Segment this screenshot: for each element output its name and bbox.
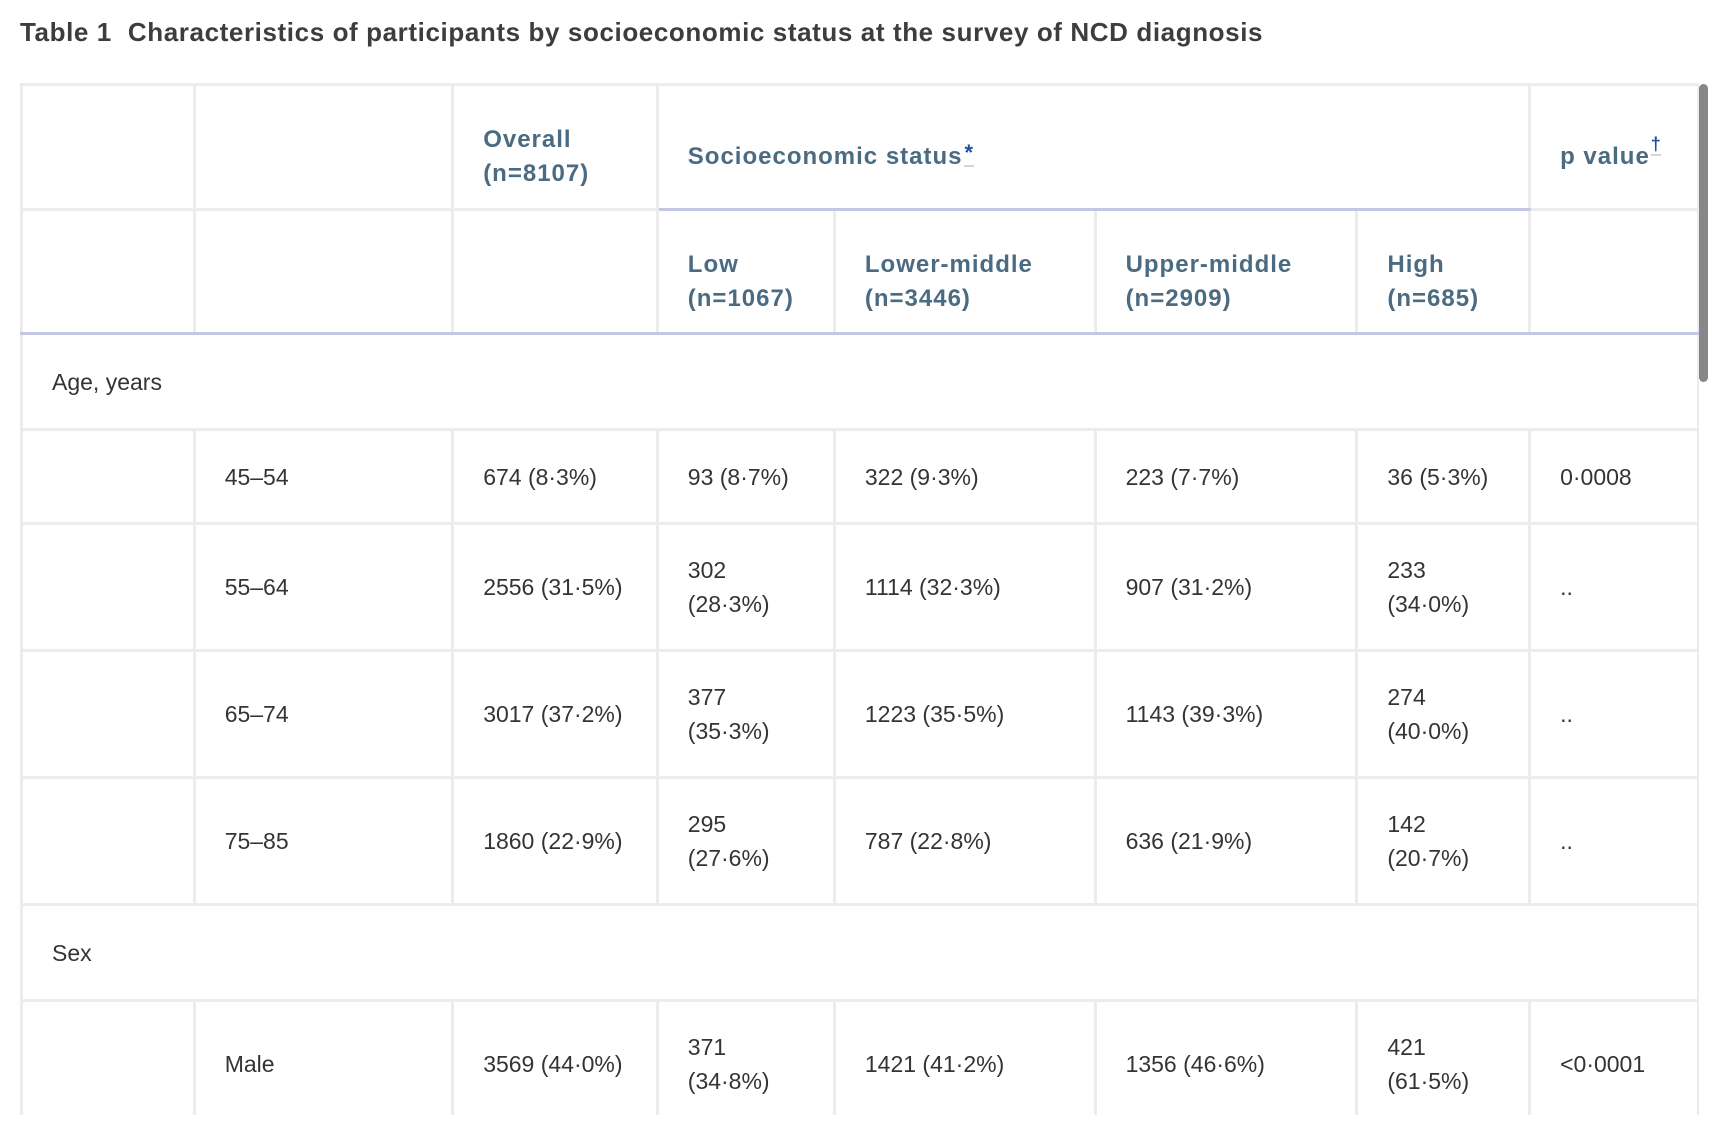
header-empty-cell — [192, 208, 455, 335]
row-label: 45–54 — [192, 428, 455, 525]
header-group-low: Low (n=1067) — [655, 208, 836, 335]
indent-cell — [20, 522, 196, 652]
header-ses-label: Socioeconomic status — [687, 143, 963, 170]
header-ses: Socioeconomic status* — [655, 83, 1532, 211]
high-value: 233 (34·0%) — [1355, 522, 1532, 652]
header-overall-label: Overall — [483, 126, 572, 153]
upper-middle-value: 907 (31·2%) — [1093, 522, 1359, 652]
group-n: (n=2909) — [1125, 284, 1232, 312]
indent-cell — [20, 999, 196, 1115]
header-group-high: High (n=685) — [1355, 208, 1532, 335]
p-value: .. — [1528, 776, 1699, 906]
row-label: 55–64 — [192, 522, 455, 652]
header-group-lower-middle: Lower-middle (n=3446) — [832, 208, 1097, 335]
high-value: 36 (5·3%) — [1355, 428, 1532, 525]
table-scroll-container[interactable]: Overall (n=8107) Socioeconomic status* p… — [20, 83, 1699, 1115]
table-row: Male 3569 (44·0%) 371 (34·8%) 1421 (41·2… — [20, 999, 1699, 1115]
group-n: (n=685) — [1387, 284, 1480, 312]
lower-middle-value: 1421 (41·2%) — [832, 999, 1097, 1115]
section-label: Age, years — [20, 332, 1699, 431]
header-empty-cell — [1528, 208, 1699, 335]
overall-value: 674 (8·3%) — [451, 428, 659, 525]
indent-cell — [20, 649, 196, 779]
overall-value: 1860 (22·9%) — [451, 776, 659, 906]
section-row: Sex — [20, 903, 1699, 1002]
group-label: Upper-middle — [1125, 250, 1293, 278]
table-row: 55–64 2556 (31·5%) 302 (28·3%) 1114 (32·… — [20, 522, 1699, 652]
upper-middle-value: 223 (7·7%) — [1093, 428, 1359, 525]
overall-value: 3017 (37·2%) — [451, 649, 659, 779]
row-label: Male — [192, 999, 455, 1115]
low-value: 93 (8·7%) — [655, 428, 836, 525]
table-row: 65–74 3017 (37·2%) 377 (35·3%) 1223 (35·… — [20, 649, 1699, 779]
ses-footnote-link[interactable]: * — [963, 140, 975, 167]
group-label: High — [1387, 250, 1445, 278]
indent-cell — [20, 428, 196, 525]
header-empty-cell — [20, 83, 196, 211]
table-row: 45–54 674 (8·3%) 93 (8·7%) 322 (9·3%) 22… — [20, 428, 1699, 525]
high-value: 274 (40·0%) — [1355, 649, 1532, 779]
low-value: 302 (28·3%) — [655, 522, 836, 652]
lower-middle-value: 322 (9·3%) — [832, 428, 1097, 525]
group-label: Low — [687, 250, 739, 278]
p-value: .. — [1528, 649, 1699, 779]
table-title: Table 1 Characteristics of participants b… — [20, 12, 1263, 52]
table-number: Table 1 — [20, 17, 112, 47]
header-p-value: p value† — [1528, 83, 1699, 211]
header-overall: Overall (n=8107) — [451, 83, 659, 211]
low-value: 295 (27·6%) — [655, 776, 836, 906]
p-value: .. — [1528, 522, 1699, 652]
group-label: Lower-middle — [864, 250, 1033, 278]
p-value: <0·0001 — [1528, 999, 1699, 1115]
header-empty-cell — [20, 208, 196, 335]
header-row-2: Low (n=1067) Lower-middle (n=3446) Upper… — [20, 208, 1699, 335]
table-row: 75–85 1860 (22·9%) 295 (27·6%) 787 (22·8… — [20, 776, 1699, 906]
group-n: (n=3446) — [864, 284, 971, 312]
upper-middle-value: 636 (21·9%) — [1093, 776, 1359, 906]
p-value: 0·0008 — [1528, 428, 1699, 525]
header-empty-cell — [192, 83, 455, 211]
header-row-1: Overall (n=8107) Socioeconomic status* p… — [20, 83, 1699, 211]
header-overall-n: (n=8107) — [483, 160, 590, 187]
header-p-value-label: p value — [1560, 142, 1650, 170]
table-caption: Characteristics of participants by socio… — [127, 17, 1264, 47]
high-value: 421 (61·5%) — [1355, 999, 1532, 1115]
section-label: Sex — [20, 903, 1699, 1002]
low-value: 371 (34·8%) — [655, 999, 836, 1115]
low-value: 377 (35·3%) — [655, 649, 836, 779]
lower-middle-value: 1114 (32·3%) — [832, 522, 1097, 652]
overall-value: 2556 (31·5%) — [451, 522, 659, 652]
p-value-footnote-link[interactable]: † — [1650, 133, 1661, 156]
upper-middle-value: 1356 (46·6%) — [1093, 999, 1359, 1115]
vertical-scrollbar-thumb[interactable] — [1699, 84, 1708, 382]
row-label: 75–85 — [192, 776, 455, 906]
group-n: (n=1067) — [687, 284, 794, 312]
characteristics-table: Overall (n=8107) Socioeconomic status* p… — [20, 83, 1699, 1115]
header-group-upper-middle: Upper-middle (n=2909) — [1093, 208, 1359, 335]
lower-middle-value: 1223 (35·5%) — [832, 649, 1097, 779]
indent-cell — [20, 776, 196, 906]
lower-middle-value: 787 (22·8%) — [832, 776, 1097, 906]
high-value: 142 (20·7%) — [1355, 776, 1532, 906]
overall-value: 3569 (44·0%) — [451, 999, 659, 1115]
header-empty-cell — [451, 208, 659, 335]
row-label: 65–74 — [192, 649, 455, 779]
section-row: Age, years — [20, 332, 1699, 431]
upper-middle-value: 1143 (39·3%) — [1093, 649, 1359, 779]
